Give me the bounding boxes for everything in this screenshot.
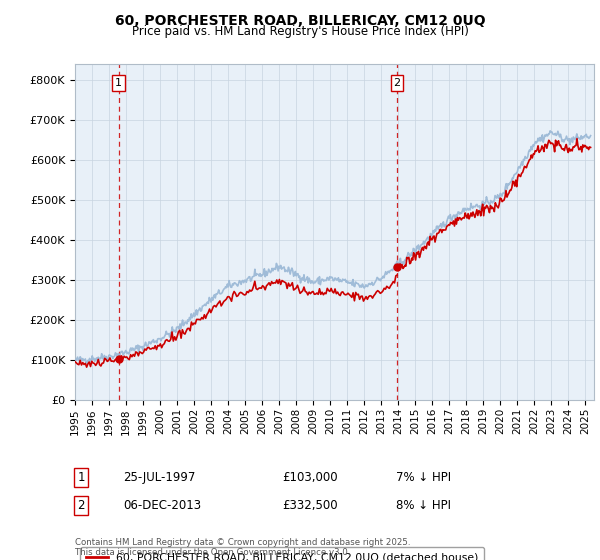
Text: £103,000: £103,000 <box>282 470 338 484</box>
Text: £332,500: £332,500 <box>282 498 338 512</box>
Text: 2: 2 <box>77 498 85 512</box>
Text: 60, PORCHESTER ROAD, BILLERICAY, CM12 0UQ: 60, PORCHESTER ROAD, BILLERICAY, CM12 0U… <box>115 14 485 28</box>
Text: 25-JUL-1997: 25-JUL-1997 <box>123 470 196 484</box>
Text: 8% ↓ HPI: 8% ↓ HPI <box>396 498 451 512</box>
Text: 1: 1 <box>77 470 85 484</box>
Text: 7% ↓ HPI: 7% ↓ HPI <box>396 470 451 484</box>
Text: 2: 2 <box>394 78 401 88</box>
Text: Price paid vs. HM Land Registry's House Price Index (HPI): Price paid vs. HM Land Registry's House … <box>131 25 469 38</box>
Text: 1: 1 <box>115 78 122 88</box>
Text: Contains HM Land Registry data © Crown copyright and database right 2025.
This d: Contains HM Land Registry data © Crown c… <box>75 538 410 557</box>
Text: 06-DEC-2013: 06-DEC-2013 <box>123 498 201 512</box>
Legend: 60, PORCHESTER ROAD, BILLERICAY, CM12 0UQ (detached house), HPI: Average price, : 60, PORCHESTER ROAD, BILLERICAY, CM12 0U… <box>80 547 484 560</box>
